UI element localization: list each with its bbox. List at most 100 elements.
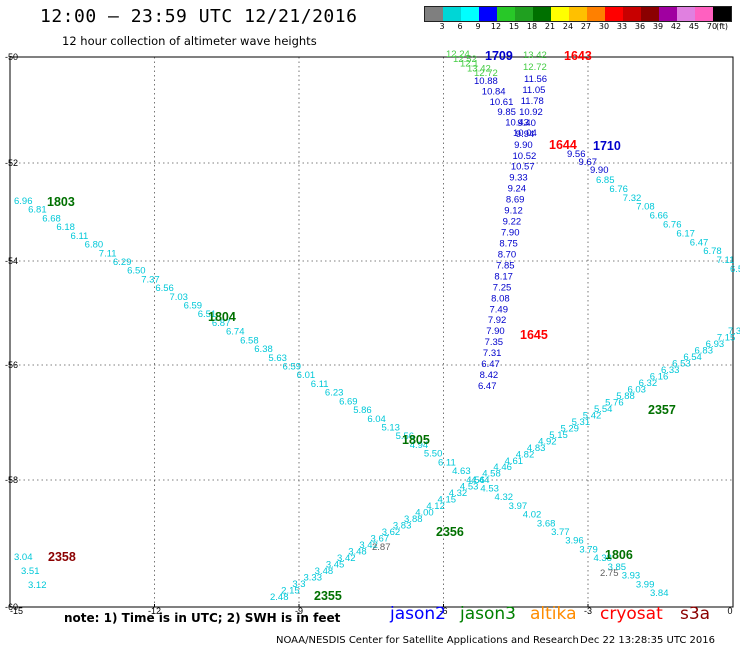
swh-label: 7.35	[485, 337, 504, 348]
swh-label: 4.94	[410, 440, 429, 451]
swh-label: 7.90	[501, 228, 520, 239]
swh-label: 5.31	[572, 417, 591, 428]
swh-label: 6.96	[14, 196, 33, 207]
swh-label: 3.42	[337, 553, 356, 564]
swh-label: 3.04	[14, 552, 33, 563]
y-tick-label: -58	[5, 475, 18, 485]
track-time-label: 1804	[208, 310, 236, 324]
swh-label: 11.78	[521, 96, 544, 107]
swh-label: 5.50	[424, 449, 443, 460]
legend-swatch	[677, 7, 695, 21]
legend-swatch	[659, 7, 677, 21]
legend-label: 33	[616, 22, 628, 31]
legend-label: 24	[562, 22, 574, 31]
swh-label: 6.32	[639, 378, 658, 389]
legend-label: (ft)	[715, 22, 729, 31]
swh-label: 10.57	[511, 162, 535, 173]
track-time-label: 2358	[48, 550, 76, 564]
swh-label: 3.45	[326, 560, 345, 571]
legend-swatch	[443, 7, 461, 21]
swh-label: 6.04	[367, 414, 386, 425]
swh-label: 4.15	[438, 495, 457, 506]
swh-label: 6.11	[311, 379, 329, 390]
legend-swatch	[533, 7, 551, 21]
swh-label: 6.16	[650, 371, 669, 382]
swh-label: 4.83	[527, 443, 546, 454]
swh-label: 12.52	[453, 54, 477, 65]
swh-label: 5.76	[605, 397, 624, 408]
swh-label: 9.94	[516, 129, 535, 140]
track-time-label: 1710	[593, 139, 621, 153]
swh-label: 3.33	[304, 573, 323, 584]
legend-label: 3	[439, 22, 445, 31]
track-time-labels: 1709 1643 1710 1644 1645 1803 1804 1805 1806 2357…	[47, 49, 676, 603]
satellite-legend-s3a: s3a	[680, 604, 711, 624]
swh-label: 3.93	[622, 571, 641, 582]
swh-label: 6.87	[212, 318, 231, 329]
legend-label: 30	[598, 22, 610, 31]
satellite-legend-jason3: jason3	[460, 604, 516, 624]
map-frame	[9, 56, 734, 608]
swh-label: 3.84	[650, 588, 669, 599]
swh-label: 7.11	[717, 255, 735, 266]
legend-label: 42	[670, 22, 682, 31]
swh-label: 8.17	[494, 271, 513, 282]
legend-swatch	[569, 7, 587, 21]
swh-label: 7.35	[728, 326, 740, 337]
map-subtitle: 12 hour collection of altimeter wave hei…	[62, 34, 317, 48]
swh-label: 4.00	[415, 508, 434, 519]
track-time-label: 1709	[485, 49, 513, 63]
swh-label: 7.03	[169, 292, 188, 303]
swh-label: 3.85	[608, 562, 627, 573]
legend-label: 15	[508, 22, 520, 31]
swh-label: 6.29	[113, 257, 132, 268]
y-tick-label: -56	[5, 360, 18, 370]
swh-label: 6.11	[71, 231, 89, 242]
swh-label: 6.83	[694, 345, 713, 356]
legend-swatch	[623, 7, 641, 21]
swh-label: 10.43	[505, 118, 529, 129]
swh-label: 6.38	[254, 344, 273, 355]
swh-label: 4.56	[466, 475, 485, 486]
track-time-label: 1806	[605, 548, 633, 562]
y-tick-label: -54	[5, 256, 18, 266]
swh-label: 2.48	[270, 592, 289, 603]
satellite-legend-cryosat: cryosat	[600, 604, 663, 624]
swh-label: 5.13	[381, 422, 400, 433]
swh-label: 7.08	[636, 202, 655, 213]
legend-label: 39	[652, 22, 664, 31]
swh-label: 6.59	[283, 362, 302, 373]
track-time-label: 2356	[436, 525, 464, 539]
swh-label: 9.67	[579, 157, 598, 168]
swh-label: 8.08	[491, 293, 510, 304]
y-tick-label: -50	[5, 52, 18, 62]
legend-swatch	[515, 7, 533, 21]
map-title: 12:00 — 23:59 UTC 12/21/2016	[40, 6, 358, 27]
swh-label: 9.56	[567, 149, 586, 160]
legend-label: 6	[457, 22, 463, 31]
swh-label: 6.47	[690, 237, 709, 248]
swh-label: 4.46	[493, 462, 512, 473]
swh-label: 4.92	[538, 436, 557, 447]
swh-label: 11.05	[522, 85, 545, 96]
color-scale-legend	[424, 6, 732, 22]
swh-label: 11.56	[524, 74, 547, 85]
legend-swatch	[479, 7, 497, 21]
swh-label: 9.24	[508, 184, 526, 195]
swh-label: 5.29	[560, 423, 579, 434]
swh-label: 3.68	[537, 518, 556, 529]
swh-label: 10.92	[519, 107, 543, 118]
swh-label: 10.84	[482, 86, 506, 97]
swh-label: 6.59	[730, 264, 740, 275]
swh-label: 6.76	[663, 220, 682, 231]
y-tick-label: -52	[5, 158, 18, 168]
swh-label: 6.23	[325, 388, 344, 399]
swh-label: 3.67	[371, 534, 390, 545]
swh-label: 6.11	[438, 457, 456, 468]
legend-label: 12	[490, 22, 502, 31]
swh-label: 4.12	[426, 501, 445, 512]
swh-label: 2.87	[372, 542, 391, 553]
y-tick-label: -60	[5, 602, 18, 612]
map-grid	[10, 57, 733, 607]
swh-label: 4.61	[505, 456, 523, 467]
